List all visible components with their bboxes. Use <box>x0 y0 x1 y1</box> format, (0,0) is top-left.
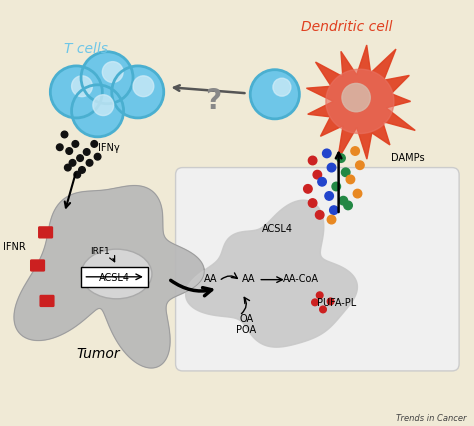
Text: OA: OA <box>239 314 254 323</box>
Text: Trends in Cancer: Trends in Cancer <box>396 413 466 422</box>
Circle shape <box>344 201 352 210</box>
Circle shape <box>91 141 98 148</box>
Circle shape <box>69 160 76 167</box>
FancyBboxPatch shape <box>39 295 55 307</box>
Circle shape <box>93 95 114 116</box>
Circle shape <box>351 147 359 156</box>
Circle shape <box>322 150 331 158</box>
Text: ACSL4: ACSL4 <box>99 272 130 282</box>
Text: ACSL4: ACSL4 <box>262 224 292 234</box>
Polygon shape <box>307 46 415 161</box>
Polygon shape <box>186 201 357 347</box>
Text: Tumor: Tumor <box>76 346 120 360</box>
Text: IFNγ: IFNγ <box>98 143 119 153</box>
Text: DAMPs: DAMPs <box>391 153 424 163</box>
FancyBboxPatch shape <box>81 267 148 287</box>
FancyBboxPatch shape <box>38 227 53 239</box>
Circle shape <box>79 167 85 174</box>
Text: POA: POA <box>237 324 256 334</box>
Circle shape <box>327 216 336 225</box>
Circle shape <box>318 178 326 187</box>
Circle shape <box>332 183 340 191</box>
Circle shape <box>72 86 124 138</box>
Circle shape <box>319 306 326 313</box>
Circle shape <box>356 161 364 170</box>
Circle shape <box>339 197 347 205</box>
Circle shape <box>74 172 81 178</box>
Polygon shape <box>14 186 204 368</box>
Circle shape <box>72 141 79 148</box>
Circle shape <box>327 298 334 305</box>
Text: Dendritic cell: Dendritic cell <box>301 20 392 35</box>
Circle shape <box>317 292 323 299</box>
Circle shape <box>72 77 92 98</box>
Circle shape <box>312 299 318 306</box>
Text: T cells: T cells <box>64 42 109 55</box>
Circle shape <box>341 169 350 177</box>
Circle shape <box>325 192 333 201</box>
Circle shape <box>342 84 370 112</box>
Circle shape <box>133 77 154 98</box>
Circle shape <box>61 132 68 138</box>
Text: AA: AA <box>242 273 255 283</box>
Text: AA: AA <box>204 273 218 283</box>
Circle shape <box>316 211 324 220</box>
Polygon shape <box>326 70 394 134</box>
FancyBboxPatch shape <box>175 168 459 371</box>
Circle shape <box>329 206 338 215</box>
Ellipse shape <box>81 250 152 299</box>
Circle shape <box>309 199 317 208</box>
Circle shape <box>50 67 102 119</box>
Circle shape <box>94 154 101 161</box>
Text: ?: ? <box>205 87 221 115</box>
Circle shape <box>353 190 362 199</box>
Circle shape <box>250 71 300 120</box>
Circle shape <box>313 171 321 179</box>
Text: AA-CoA: AA-CoA <box>283 273 319 283</box>
Circle shape <box>102 63 123 83</box>
Circle shape <box>304 185 312 194</box>
Circle shape <box>66 148 73 155</box>
Text: IFNR: IFNR <box>3 242 26 252</box>
Circle shape <box>309 157 317 165</box>
Circle shape <box>337 155 345 163</box>
Circle shape <box>83 149 90 156</box>
Circle shape <box>81 52 133 104</box>
Circle shape <box>77 155 83 162</box>
Circle shape <box>86 160 93 167</box>
Circle shape <box>64 165 71 172</box>
Circle shape <box>112 67 164 119</box>
Text: PUFA-PL: PUFA-PL <box>317 297 356 307</box>
Text: IRF1: IRF1 <box>90 246 110 255</box>
Circle shape <box>346 176 355 184</box>
Circle shape <box>56 144 63 151</box>
Circle shape <box>327 164 336 173</box>
FancyBboxPatch shape <box>30 260 45 272</box>
Circle shape <box>273 79 291 97</box>
